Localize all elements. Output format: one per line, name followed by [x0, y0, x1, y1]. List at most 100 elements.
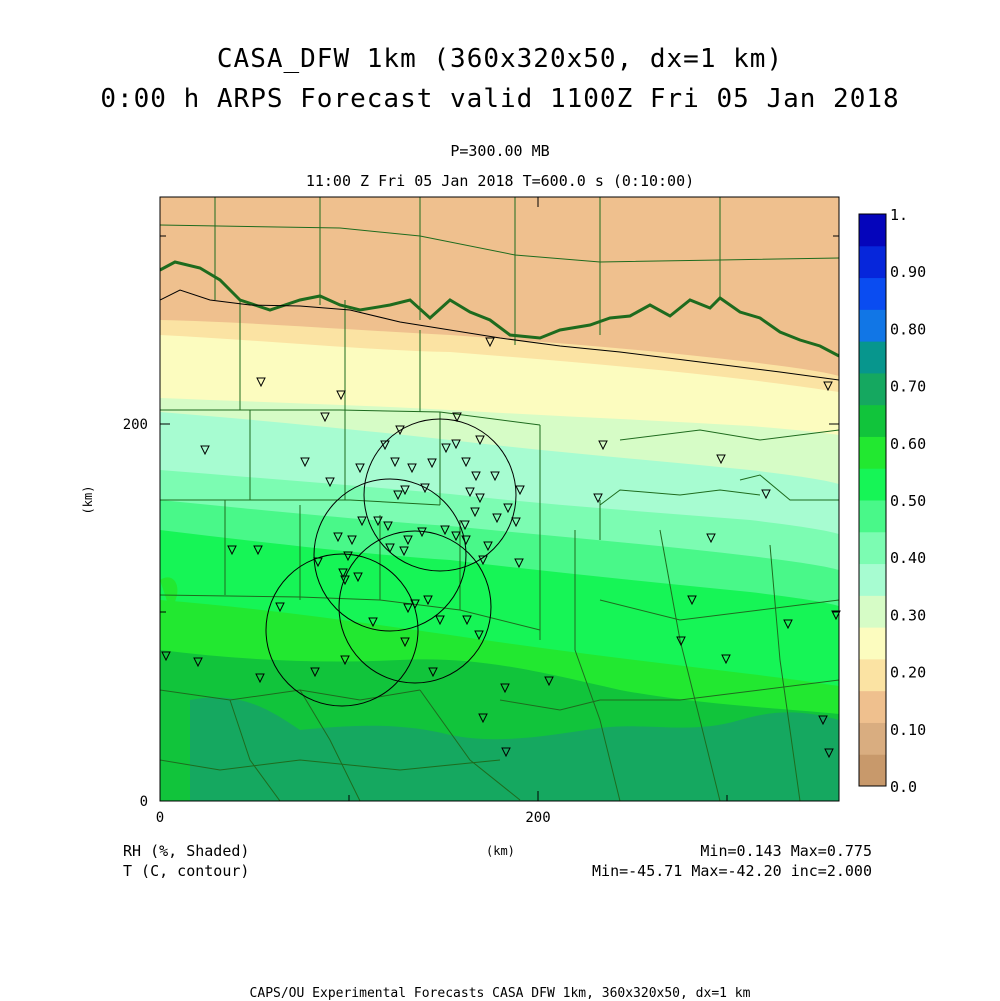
station-marker: [461, 535, 471, 546]
station-marker: [485, 337, 495, 348]
station-marker: [275, 602, 285, 613]
colorbar-swatch: [859, 754, 886, 787]
y-tick-200: 200: [123, 417, 148, 433]
colorbar-label: 0.10: [890, 721, 926, 739]
station-marker: [460, 520, 470, 531]
station-marker: [343, 551, 353, 562]
x-tick-200: 200: [525, 810, 550, 826]
colorbar-swatch: [859, 563, 886, 596]
contour-minmax: Min=-45.71 Max=-42.20 inc=2.000: [592, 862, 872, 880]
station-marker: [428, 667, 438, 678]
station-marker: [380, 440, 390, 451]
station-marker: [253, 545, 263, 556]
station-marker: [544, 676, 554, 687]
station-marker: [347, 535, 357, 546]
station-marker: [353, 572, 363, 583]
station-marker: [368, 617, 378, 628]
station-marker: [407, 463, 417, 474]
station-marker: [300, 457, 310, 468]
station-marker: [492, 513, 502, 524]
station-marker: [338, 568, 348, 579]
state-county-lines: [160, 197, 839, 801]
colorbar-label: 0.20: [890, 664, 926, 682]
station-marker: [355, 463, 365, 474]
station-marker: [417, 527, 427, 538]
station-marker: [340, 655, 350, 666]
station-marker: [336, 390, 346, 401]
colorbar-label: 0.90: [890, 263, 926, 281]
station-marker: [501, 747, 511, 758]
colorbar-swatch: [859, 722, 886, 755]
contour-field-label: T (C, contour): [123, 862, 250, 880]
station-marker: [440, 525, 450, 536]
station-marker: [706, 533, 716, 544]
colorbar-swatch: [859, 341, 886, 374]
station-marker: [357, 516, 367, 527]
colorbar-swatch: [859, 372, 886, 406]
colorbar-label: 0.30: [890, 606, 926, 624]
station-marker: [721, 654, 731, 665]
station-marker: [514, 558, 524, 569]
shaded-minmax: Min=0.143 Max=0.775: [700, 842, 872, 860]
colorbar-label: 0.0: [890, 778, 917, 796]
station-marker: [399, 546, 409, 557]
station-marker: [193, 657, 203, 668]
colorbar-label: 1.: [890, 206, 908, 224]
station-marker: [393, 490, 403, 501]
plot-frame: [159, 196, 840, 802]
station-marker: [256, 377, 266, 388]
station-marker: [478, 555, 488, 566]
axis-ticks: [160, 197, 839, 801]
station-marker: [490, 471, 500, 482]
station-marker: [465, 487, 475, 498]
station-marker: [593, 493, 603, 504]
station-marker: [400, 637, 410, 648]
colorbar-swatch: [859, 595, 886, 628]
station-marker: [503, 503, 513, 514]
station-marker: [435, 615, 445, 626]
pressure-level: P=300.00 MB: [450, 142, 550, 160]
temperature-contour: [160, 289, 839, 381]
colorbar-label: 0.60: [890, 435, 926, 453]
station-markers: [161, 337, 841, 759]
station-marker: [333, 532, 343, 543]
station-marker: [676, 636, 686, 647]
station-marker: [410, 599, 420, 610]
station-marker: [441, 443, 451, 454]
station-marker: [831, 610, 841, 621]
station-marker: [403, 535, 413, 546]
y-axis-unit: (km): [81, 486, 95, 515]
red-river-boundary: [160, 260, 839, 358]
station-marker: [470, 507, 480, 518]
colorbar-swatch: [859, 658, 886, 692]
x-axis-unit: (km): [486, 844, 515, 858]
station-marker: [313, 557, 323, 568]
x-tick-0: 0: [156, 810, 164, 826]
station-marker: [325, 477, 335, 488]
station-marker: [824, 748, 834, 759]
colorbar-swatch: [859, 436, 886, 469]
colorbar-swatch: [859, 309, 886, 342]
station-marker: [461, 457, 471, 468]
station-marker: [462, 615, 472, 626]
station-marker: [373, 516, 383, 527]
colorbar-label: 0.40: [890, 549, 926, 567]
colorbar-label: 0.80: [890, 320, 926, 338]
station-marker: [483, 541, 493, 552]
station-marker: [451, 439, 461, 450]
station-marker: [383, 521, 393, 532]
station-marker: [310, 667, 320, 678]
station-marker: [716, 454, 726, 465]
colorbar-swatch: [859, 277, 886, 310]
station-marker: [420, 483, 430, 494]
colorbar-label: 0.50: [890, 492, 926, 510]
colorbar-label: 0.70: [890, 378, 926, 396]
y-tick-0: 0: [140, 794, 148, 810]
station-marker: [818, 715, 828, 726]
station-marker: [385, 543, 395, 554]
station-marker: [471, 471, 481, 482]
radar-range-circles: [265, 418, 517, 707]
valid-time: 11:00 Z Fri 05 Jan 2018 T=600.0 s (0:10:…: [305, 172, 695, 190]
colorbar-swatch: [859, 690, 886, 723]
